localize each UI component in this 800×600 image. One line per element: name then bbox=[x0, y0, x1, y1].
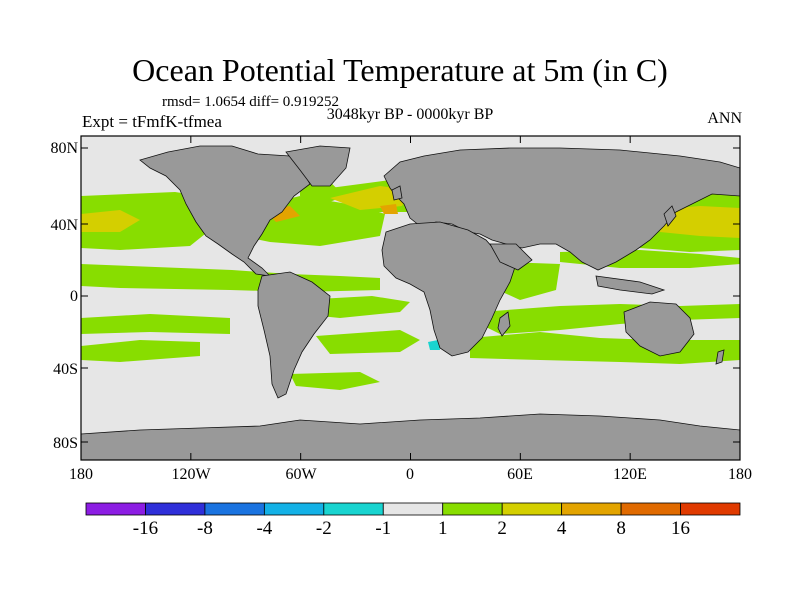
time-period-label: 3048kyr BP - 0000kyr BP bbox=[326, 106, 494, 123]
colorbar-swatch bbox=[442, 502, 503, 516]
lat-label-80s: 80S bbox=[53, 435, 78, 452]
colorbar-label: -1 bbox=[375, 518, 392, 539]
cool-anomaly-patch bbox=[428, 340, 440, 350]
south-america bbox=[257, 271, 331, 399]
land-masses bbox=[81, 145, 740, 460]
colorbar-label: 8 bbox=[616, 518, 626, 539]
colorbar-label: -2 bbox=[315, 518, 332, 539]
africa bbox=[381, 221, 517, 357]
greenland bbox=[285, 145, 351, 187]
colorbar-swatch bbox=[204, 502, 265, 516]
colorbar-swatch bbox=[382, 502, 444, 516]
lon-label-180e: 180 bbox=[728, 466, 752, 483]
lon-label-180w: 180 bbox=[69, 466, 93, 483]
plot-title: Ocean Potential Temperature at 5m (in C) bbox=[132, 52, 668, 88]
antarctica bbox=[81, 413, 740, 460]
lon-label-120e: 120E bbox=[613, 466, 647, 483]
lat-label-80n: 80N bbox=[50, 140, 78, 157]
lat-label-0: 0 bbox=[70, 288, 78, 305]
colorbar-swatch bbox=[145, 502, 206, 516]
australia bbox=[623, 301, 695, 357]
lon-label-60e: 60E bbox=[507, 466, 533, 483]
new-zealand bbox=[715, 349, 725, 365]
colorbar-swatch bbox=[561, 502, 622, 516]
britain bbox=[391, 185, 403, 201]
lat-label-40n: 40N bbox=[50, 217, 78, 234]
colorbar-swatch bbox=[501, 502, 563, 516]
lon-label-0: 0 bbox=[406, 466, 414, 483]
colorbar-swatch bbox=[680, 502, 741, 516]
colorbar-label: 4 bbox=[556, 518, 567, 539]
colorbar-swatch bbox=[85, 502, 146, 516]
madagascar bbox=[497, 311, 511, 337]
colorbar-label: -16 bbox=[132, 518, 159, 539]
lon-label-120w: 120W bbox=[171, 466, 211, 483]
colorbar-label: 2 bbox=[497, 518, 507, 539]
experiment-label: Expt = tFmfK-tfmea bbox=[82, 112, 222, 131]
colorbar-swatch bbox=[620, 502, 681, 516]
colorbar-swatch bbox=[323, 502, 384, 516]
season-label: ANN bbox=[707, 110, 742, 127]
colorbar-swatch bbox=[263, 502, 325, 516]
colorbar-label: -8 bbox=[196, 518, 213, 539]
lon-label-60w: 60W bbox=[285, 466, 317, 483]
colorbar-label: 16 bbox=[671, 518, 691, 539]
rmsd-diff-stats: rmsd= 1.0654 diff= 0.919252 bbox=[162, 94, 340, 110]
arabia bbox=[489, 243, 533, 271]
indonesia bbox=[595, 275, 666, 295]
axis-ticks bbox=[80, 136, 741, 460]
japan bbox=[663, 205, 677, 227]
lat-label-40s: 40S bbox=[53, 361, 78, 378]
colorbar-label: -4 bbox=[256, 518, 273, 539]
colorbar-label: 1 bbox=[437, 518, 448, 539]
